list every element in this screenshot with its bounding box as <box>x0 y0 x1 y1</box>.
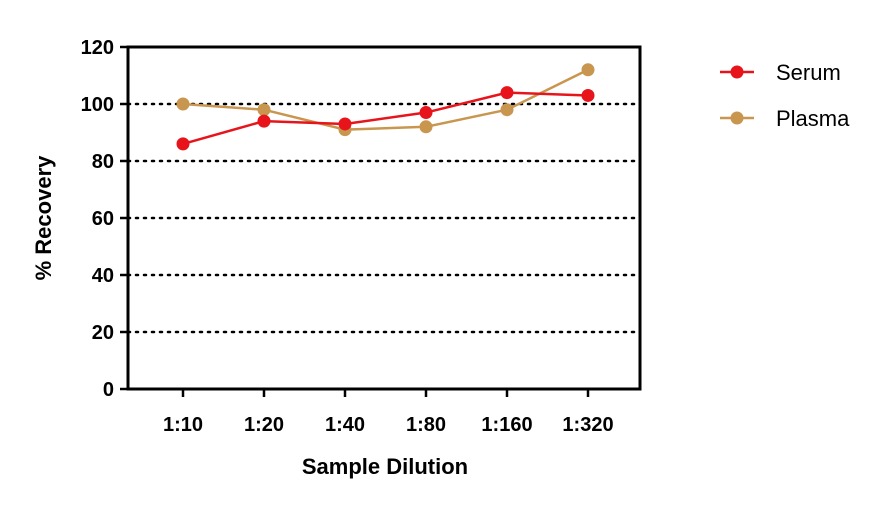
x-tick-label: 1:40 <box>325 414 365 436</box>
data-point-plasma <box>500 103 514 117</box>
series-layer <box>176 63 595 151</box>
y-tick-label: 100 <box>81 94 114 116</box>
gridlines <box>126 45 642 334</box>
y-tick-label: 40 <box>92 265 114 287</box>
y-tick-label: 120 <box>81 37 114 59</box>
data-point-plasma <box>581 63 595 77</box>
data-point-serum <box>338 117 352 131</box>
x-tick-label: 1:10 <box>163 414 203 436</box>
y-tick-label: 60 <box>92 208 114 230</box>
x-axis-ticks: 1:10 1:20 1:40 1:80 1:160 1:320 <box>163 389 614 436</box>
data-point-serum <box>419 106 433 120</box>
y-axis-ticks: 0 20 40 60 80 100 120 <box>81 37 128 401</box>
legend-swatch-marker <box>730 111 744 125</box>
legend-label-serum: Serum <box>776 60 841 85</box>
y-axis-title: % Recovery <box>31 155 56 281</box>
legend-swatch-marker <box>730 65 744 79</box>
series-line-plasma <box>182 68 589 131</box>
y-tick-label: 20 <box>92 322 114 344</box>
x-tick-label: 1:80 <box>406 414 446 436</box>
y-tick-label: 80 <box>92 151 114 173</box>
x-axis-title: Sample Dilution <box>302 454 468 479</box>
x-tick-label: 1:160 <box>481 414 532 436</box>
legend-label-plasma: Plasma <box>776 106 850 131</box>
data-point-plasma <box>257 103 271 117</box>
data-point-serum <box>257 114 271 128</box>
data-point-plasma <box>419 120 433 134</box>
y-tick-label: 0 <box>103 379 114 401</box>
x-tick-label: 1:20 <box>244 414 284 436</box>
data-point-plasma <box>176 97 190 111</box>
series-line-serum <box>182 91 589 146</box>
data-point-serum <box>581 88 595 102</box>
legend: Serum Plasma <box>720 60 850 131</box>
data-point-serum <box>500 86 514 100</box>
plot-border <box>126 45 642 391</box>
x-tick-label: 1:320 <box>562 414 613 436</box>
data-point-serum <box>176 137 190 151</box>
plot-frame <box>126 45 642 391</box>
